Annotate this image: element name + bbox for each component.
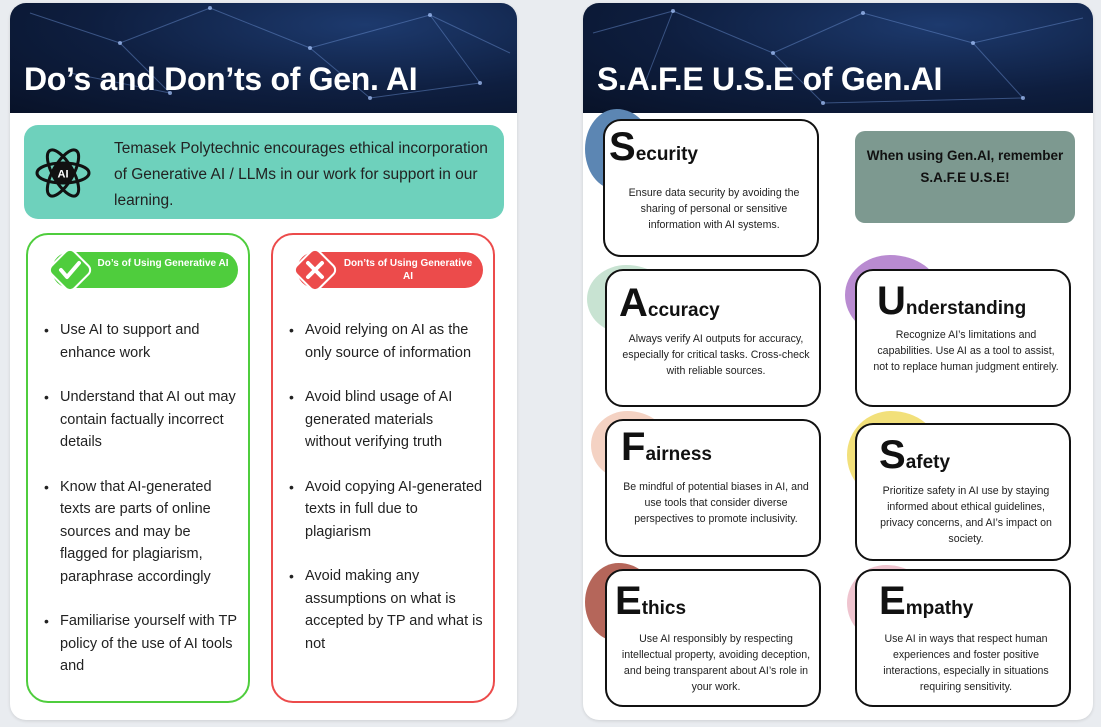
network-lines-decoration	[592, 9, 1084, 105]
dos-header-label: Do’s of Using Generative AI	[97, 258, 229, 269]
safety-heading: Safety	[879, 433, 951, 477]
donts-header-label: Don’ts of Using Generative AI	[343, 258, 473, 282]
reminder-box: When using Gen.AI, remember S.A.F.E U.S.…	[855, 131, 1075, 223]
fairness-description: Be mindful of potential biases in AI, an…	[623, 481, 809, 525]
security-description: Ensure data security by avoiding the sha…	[628, 187, 800, 231]
list-item: Use AI to support and enhance work	[38, 319, 238, 364]
understanding-description: Recognize AI’s limitations and capabilit…	[873, 329, 1059, 373]
safe-use-card: S.A.F.E U.S.E of Gen.AI Security Ensure …	[583, 3, 1093, 720]
dos-list: Use AI to support and enhance work Under…	[38, 319, 238, 700]
dos-column: Do’s of Using Generative AI Use AI to su…	[26, 233, 250, 703]
list-item: Avoid blind usage of AI generated materi…	[283, 386, 483, 454]
donts-column: Don’ts of Using Generative AI Avoid rely…	[271, 233, 495, 703]
accuracy-description: Always verify AI outputs for accuracy, e…	[622, 333, 810, 377]
donts-header-pill: Don’ts of Using Generative AI	[293, 248, 483, 292]
understanding-card: Understanding Recognize AI’s limitations…	[855, 269, 1071, 407]
understanding-heading: Understanding	[877, 279, 1027, 323]
page-title: S.A.F.E U.S.E of Gen.AI	[597, 61, 943, 97]
security-heading: Security	[609, 125, 698, 169]
network-banner: Do’s and Don’ts of Gen. AI	[10, 3, 517, 113]
fairness-card: Fairness Be mindful of potential biases …	[605, 419, 821, 557]
network-banner: S.A.F.E U.S.E of Gen.AI	[583, 3, 1093, 113]
ethics-card: Ethics Use AI responsibly by respecting …	[605, 569, 821, 707]
checkmark-icon	[48, 248, 92, 292]
page-title: Do’s and Don’ts of Gen. AI	[24, 61, 418, 97]
fairness-heading: Fairness	[621, 425, 712, 469]
list-item: Familiarise yourself with TP policy of t…	[38, 610, 238, 678]
list-item: Know that AI-generated texts are parts o…	[38, 476, 238, 589]
list-item: Avoid making any assumptions on what is …	[283, 565, 483, 655]
empathy-description: Use AI in ways that respect human experi…	[883, 633, 1049, 693]
intro-box: AI Temasek Polytechnic encourages ethica…	[24, 125, 504, 219]
ethics-description: Use AI responsibly by respecting intelle…	[621, 633, 811, 693]
ethics-heading: Ethics	[615, 579, 687, 623]
intro-text: Temasek Polytechnic encourages ethical i…	[114, 140, 488, 209]
safety-card: Safety Prioritize safety in AI use by st…	[855, 423, 1071, 561]
network-lines-decoration	[29, 6, 511, 100]
reminder-text: When using Gen.AI, remember S.A.F.E U.S.…	[866, 148, 1064, 185]
accuracy-card: Accuracy Always verify AI outputs for ac…	[605, 269, 821, 407]
list-item: Understand that AI out may contain factu…	[38, 386, 238, 454]
cross-icon	[293, 248, 337, 292]
ai-atom-icon: AI	[35, 148, 91, 198]
donts-list: Avoid relying on AI as the only source o…	[283, 319, 483, 677]
safety-description: Prioritize safety in AI use by staying i…	[880, 485, 1052, 545]
accuracy-heading: Accuracy	[619, 281, 720, 325]
security-card: Security Ensure data security by avoidin…	[603, 119, 819, 257]
list-item: Avoid relying on AI as the only source o…	[283, 319, 483, 364]
dos-donts-card: Do’s and Don’ts of Gen. AI AI Temasek Po…	[10, 3, 517, 720]
ai-icon-label: AI	[58, 169, 69, 181]
empathy-heading: Empathy	[879, 579, 974, 623]
empathy-card: Empathy Use AI in ways that respect huma…	[855, 569, 1071, 707]
dos-header-pill: Do’s of Using Generative AI	[48, 248, 238, 292]
list-item: Avoid copying AI-generated texts in full…	[283, 476, 483, 544]
